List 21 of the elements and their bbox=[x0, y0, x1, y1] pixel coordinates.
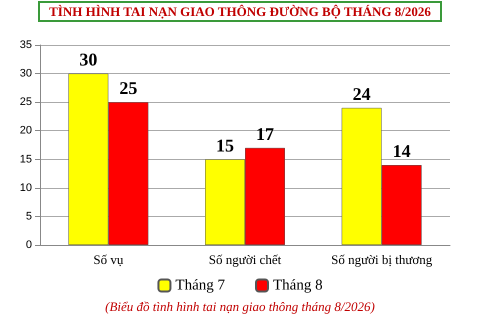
legend-label: Tháng 7 bbox=[175, 278, 226, 294]
y-tick-label: 35 bbox=[20, 39, 32, 51]
chart-title: TÌNH HÌNH TAI NẠN GIAO THÔNG ĐƯỜNG BỘ THÁNG 8/2026 bbox=[49, 4, 432, 19]
data-label: 14 bbox=[392, 141, 411, 161]
data-label: 24 bbox=[352, 84, 371, 104]
data-label: 17 bbox=[256, 124, 274, 144]
data-label: 15 bbox=[216, 135, 234, 156]
y-tick-label: 25 bbox=[20, 96, 32, 108]
legend-label: Tháng 8 bbox=[273, 278, 323, 294]
y-tick-label: 30 bbox=[20, 68, 32, 80]
x-tick-label: Số vụ bbox=[93, 252, 124, 267]
y-tick-label: 5 bbox=[26, 210, 32, 222]
y-tick-label: 0 bbox=[26, 239, 32, 251]
data-label: 30 bbox=[79, 50, 98, 70]
x-tick-label: Số người chết bbox=[208, 252, 282, 267]
data-label: 25 bbox=[119, 78, 138, 98]
y-tick-label: 20 bbox=[20, 124, 32, 137]
x-tick-label: Số người bị thương bbox=[331, 252, 433, 267]
text: (Biểu đồ tình hình tai nạn giao thông tháng 8/2026) bbox=[105, 299, 375, 314]
y-tick-label: 10 bbox=[20, 182, 32, 194]
y-tick-label: 15 bbox=[20, 153, 32, 166]
